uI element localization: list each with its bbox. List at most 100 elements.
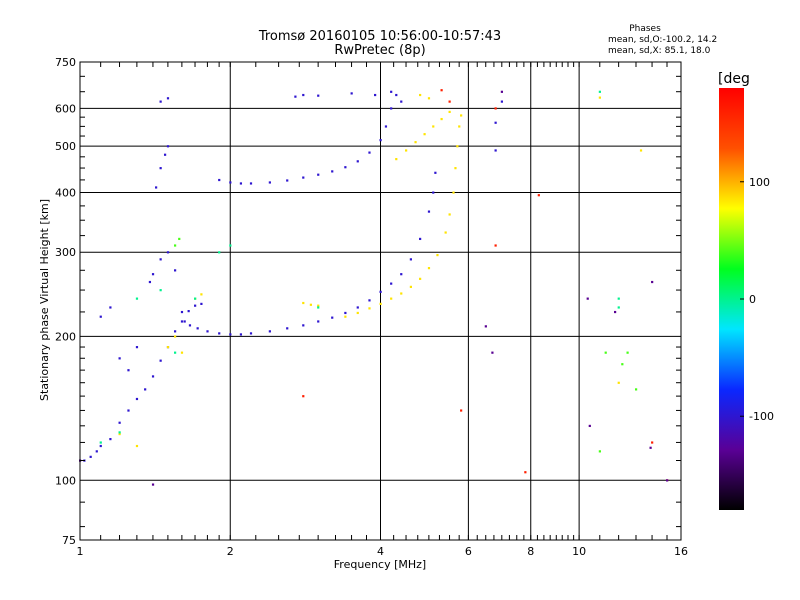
x-axis-tick-labels: 1 2 4 6 8 10 16 (77, 545, 689, 558)
data-point (456, 145, 459, 148)
data-point (379, 139, 382, 142)
data-point (159, 167, 162, 170)
data-point (588, 424, 591, 428)
data-point (400, 292, 403, 295)
colorbar-tick-label: -100 (749, 410, 774, 423)
data-point (109, 437, 112, 441)
y-tick-label: 75 (62, 534, 76, 547)
data-point (432, 191, 435, 194)
data-point (356, 306, 359, 309)
data-point (395, 158, 398, 161)
data-point (239, 333, 243, 336)
x-tick-label: 10 (572, 545, 586, 558)
data-point (436, 254, 439, 257)
data-point (99, 315, 102, 318)
data-point (173, 244, 177, 247)
x-axis-label: Frequency [MHz] (334, 558, 426, 571)
data-point (173, 330, 177, 333)
data-point (187, 310, 190, 313)
data-point (166, 251, 170, 254)
data-point (249, 332, 253, 335)
data-point (444, 231, 447, 234)
data-point (95, 450, 98, 453)
data-point (135, 397, 139, 401)
data-point (317, 94, 320, 97)
data-point (379, 302, 382, 305)
data-point (344, 166, 347, 169)
colorbar-tick-label: 0 (749, 293, 756, 306)
data-point (344, 311, 347, 315)
data-point (135, 346, 139, 349)
data-point (268, 330, 271, 333)
data-point (109, 306, 112, 309)
data-point (500, 100, 504, 103)
data-point (151, 375, 155, 378)
data-point (400, 100, 403, 103)
data-point (621, 363, 624, 366)
axis-minor-ticks (80, 62, 681, 540)
data-point (286, 327, 289, 330)
data-point (151, 483, 155, 486)
data-point (390, 297, 393, 300)
colorbar-label: [deg (718, 71, 750, 87)
data-point (405, 149, 408, 152)
data-point (196, 327, 199, 330)
data-point (460, 409, 463, 412)
data-point (194, 304, 197, 307)
data-point (151, 273, 155, 276)
data-point (390, 107, 393, 110)
data-point (118, 432, 121, 436)
y-tick-label: 300 (55, 246, 76, 259)
chart-title: Tromsø 20160105 10:56:00-10:57:43 (258, 29, 501, 44)
data-point (118, 357, 121, 360)
data-point (368, 151, 371, 154)
data-point (331, 316, 334, 319)
data-point (427, 210, 431, 213)
data-point (317, 173, 320, 176)
data-point (183, 320, 186, 323)
data-point (173, 351, 177, 354)
data-point (598, 96, 601, 99)
data-point (317, 320, 320, 323)
data-point (368, 307, 371, 310)
y-tick-label: 200 (55, 330, 76, 343)
data-point (356, 311, 359, 315)
data-point (395, 93, 398, 97)
data-point (651, 441, 654, 444)
y-tick-label: 100 (55, 474, 76, 487)
data-point (188, 324, 192, 327)
data-point (419, 93, 422, 97)
data-point (159, 258, 162, 261)
stats-heading: Phases (629, 24, 661, 34)
data-point (409, 258, 412, 261)
data-point (537, 194, 540, 197)
data-point (331, 170, 334, 173)
data-point (200, 302, 203, 305)
data-point (294, 95, 297, 98)
data-point (432, 125, 435, 128)
data-point (494, 149, 497, 152)
data-point (617, 306, 620, 309)
chart-subtitle: RwPretec (8p) (334, 43, 425, 58)
data-point (491, 351, 494, 354)
data-point (218, 178, 221, 182)
data-point (494, 107, 497, 110)
data-point (135, 297, 139, 300)
data-point (500, 90, 504, 93)
data-point (666, 479, 669, 482)
data-point (586, 297, 589, 300)
data-point (268, 181, 271, 184)
data-point (159, 289, 162, 292)
data-point (414, 141, 417, 144)
data-point (200, 293, 203, 296)
data-point (626, 351, 629, 354)
data-point (448, 100, 451, 103)
data-point (229, 333, 232, 336)
y-axis-tick-labels: 75 100 200 300 400 500 600 750 (55, 56, 76, 547)
data-point (454, 167, 457, 170)
data-point (617, 297, 620, 300)
data-point (249, 182, 253, 185)
data-point (427, 267, 431, 270)
data-point (302, 176, 305, 179)
